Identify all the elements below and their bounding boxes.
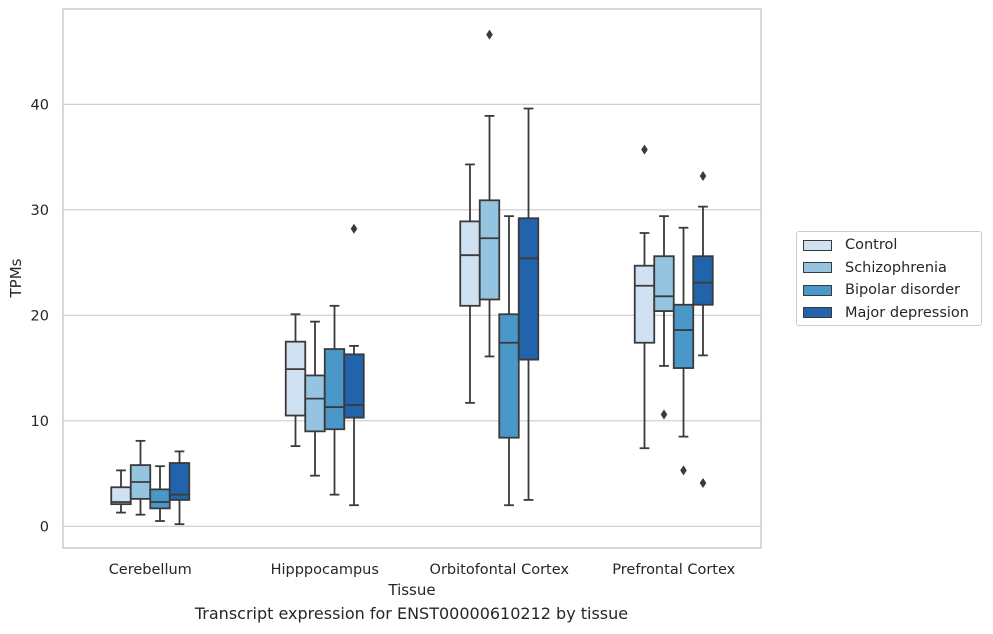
- box-control-1: [284, 313, 307, 448]
- box-body: [517, 217, 540, 361]
- x-tick-label: Prefrontal Cortex: [612, 562, 735, 578]
- outlier-marker: [699, 478, 707, 489]
- x-tick-labels: Cerebellum Hipppocampus Orbitofontal Corte…: [109, 562, 736, 578]
- x-tick-label: Hipppocampus: [271, 562, 379, 578]
- box-schizophrenia-3: [653, 215, 675, 420]
- box-bipolar-disorder-1: [323, 304, 346, 496]
- legend-swatch: [803, 307, 832, 318]
- box-body: [323, 348, 346, 431]
- x-axis-label: Tissue: [387, 581, 435, 599]
- legend: Control Schizophrenia Bipolar disorder Majo…: [796, 231, 982, 326]
- box-control-0: [110, 469, 132, 514]
- box-schizophrenia-2: [478, 29, 501, 358]
- legend-swatch: [803, 284, 832, 296]
- outlier-marker: [641, 144, 648, 155]
- legend-label: Control: [845, 237, 898, 253]
- outlier-marker: [680, 465, 687, 476]
- box-body: [478, 199, 501, 301]
- legend-label: Major depression: [845, 304, 969, 321]
- box-body: [149, 488, 171, 510]
- legend-item: Schizophrenia: [803, 258, 947, 278]
- box-bipolar-disorder-2: [498, 215, 520, 507]
- box-body: [498, 313, 520, 439]
- box-body: [304, 374, 326, 433]
- legend-swatch: [803, 239, 832, 251]
- box-bipolar-disorder-3: [672, 226, 695, 476]
- box-major-depression-2: [517, 107, 540, 501]
- y-axis-label: TPMs: [7, 258, 25, 298]
- y-tick-labels: 0 10 20 30 40: [31, 97, 49, 535]
- legend-item: Bipolar disorder: [803, 280, 960, 300]
- box-major-depression-3: [692, 171, 714, 489]
- box-body: [168, 462, 191, 501]
- legend-label: Bipolar disorder: [845, 282, 960, 298]
- figure-caption: Transcript expression for ENST0000061021…: [194, 604, 629, 623]
- x-tick-label: Cerebellum: [109, 562, 192, 578]
- box-major-depression-1: [343, 223, 365, 507]
- legend-label: Schizophrenia: [845, 259, 947, 276]
- box-body: [692, 255, 714, 306]
- box-body: [672, 303, 695, 369]
- outlier-marker: [660, 409, 668, 420]
- box-body: [284, 340, 307, 417]
- box-control-3: [633, 144, 656, 450]
- box-body: [343, 353, 365, 419]
- y-tick-label: 40: [31, 97, 49, 113]
- box-body: [459, 220, 481, 307]
- box-schizophrenia-1: [304, 320, 326, 477]
- x-tick-label: Orbitofontal Cortex: [430, 562, 570, 578]
- legend-item: Control: [803, 235, 897, 255]
- box-control-2: [459, 163, 481, 404]
- plot-frame: [62, 8, 762, 549]
- legend-swatch: [803, 262, 832, 273]
- outlier-marker: [486, 29, 493, 40]
- y-tick-label: 10: [31, 414, 49, 430]
- outlier-marker: [350, 223, 358, 234]
- outlier-marker: [699, 171, 707, 182]
- box-body: [653, 255, 675, 312]
- y-tick-label: 0: [40, 519, 49, 535]
- box-body: [633, 264, 656, 344]
- legend-item: Major depression: [803, 303, 969, 323]
- gridlines: [63, 103, 761, 527]
- box-bipolar-disorder-0: [149, 465, 171, 522]
- box-groups: [110, 29, 714, 526]
- y-tick-label: 20: [31, 308, 49, 324]
- box-major-depression-0: [168, 450, 191, 526]
- y-tick-label: 30: [31, 203, 49, 219]
- box-schizophrenia-0: [129, 439, 152, 516]
